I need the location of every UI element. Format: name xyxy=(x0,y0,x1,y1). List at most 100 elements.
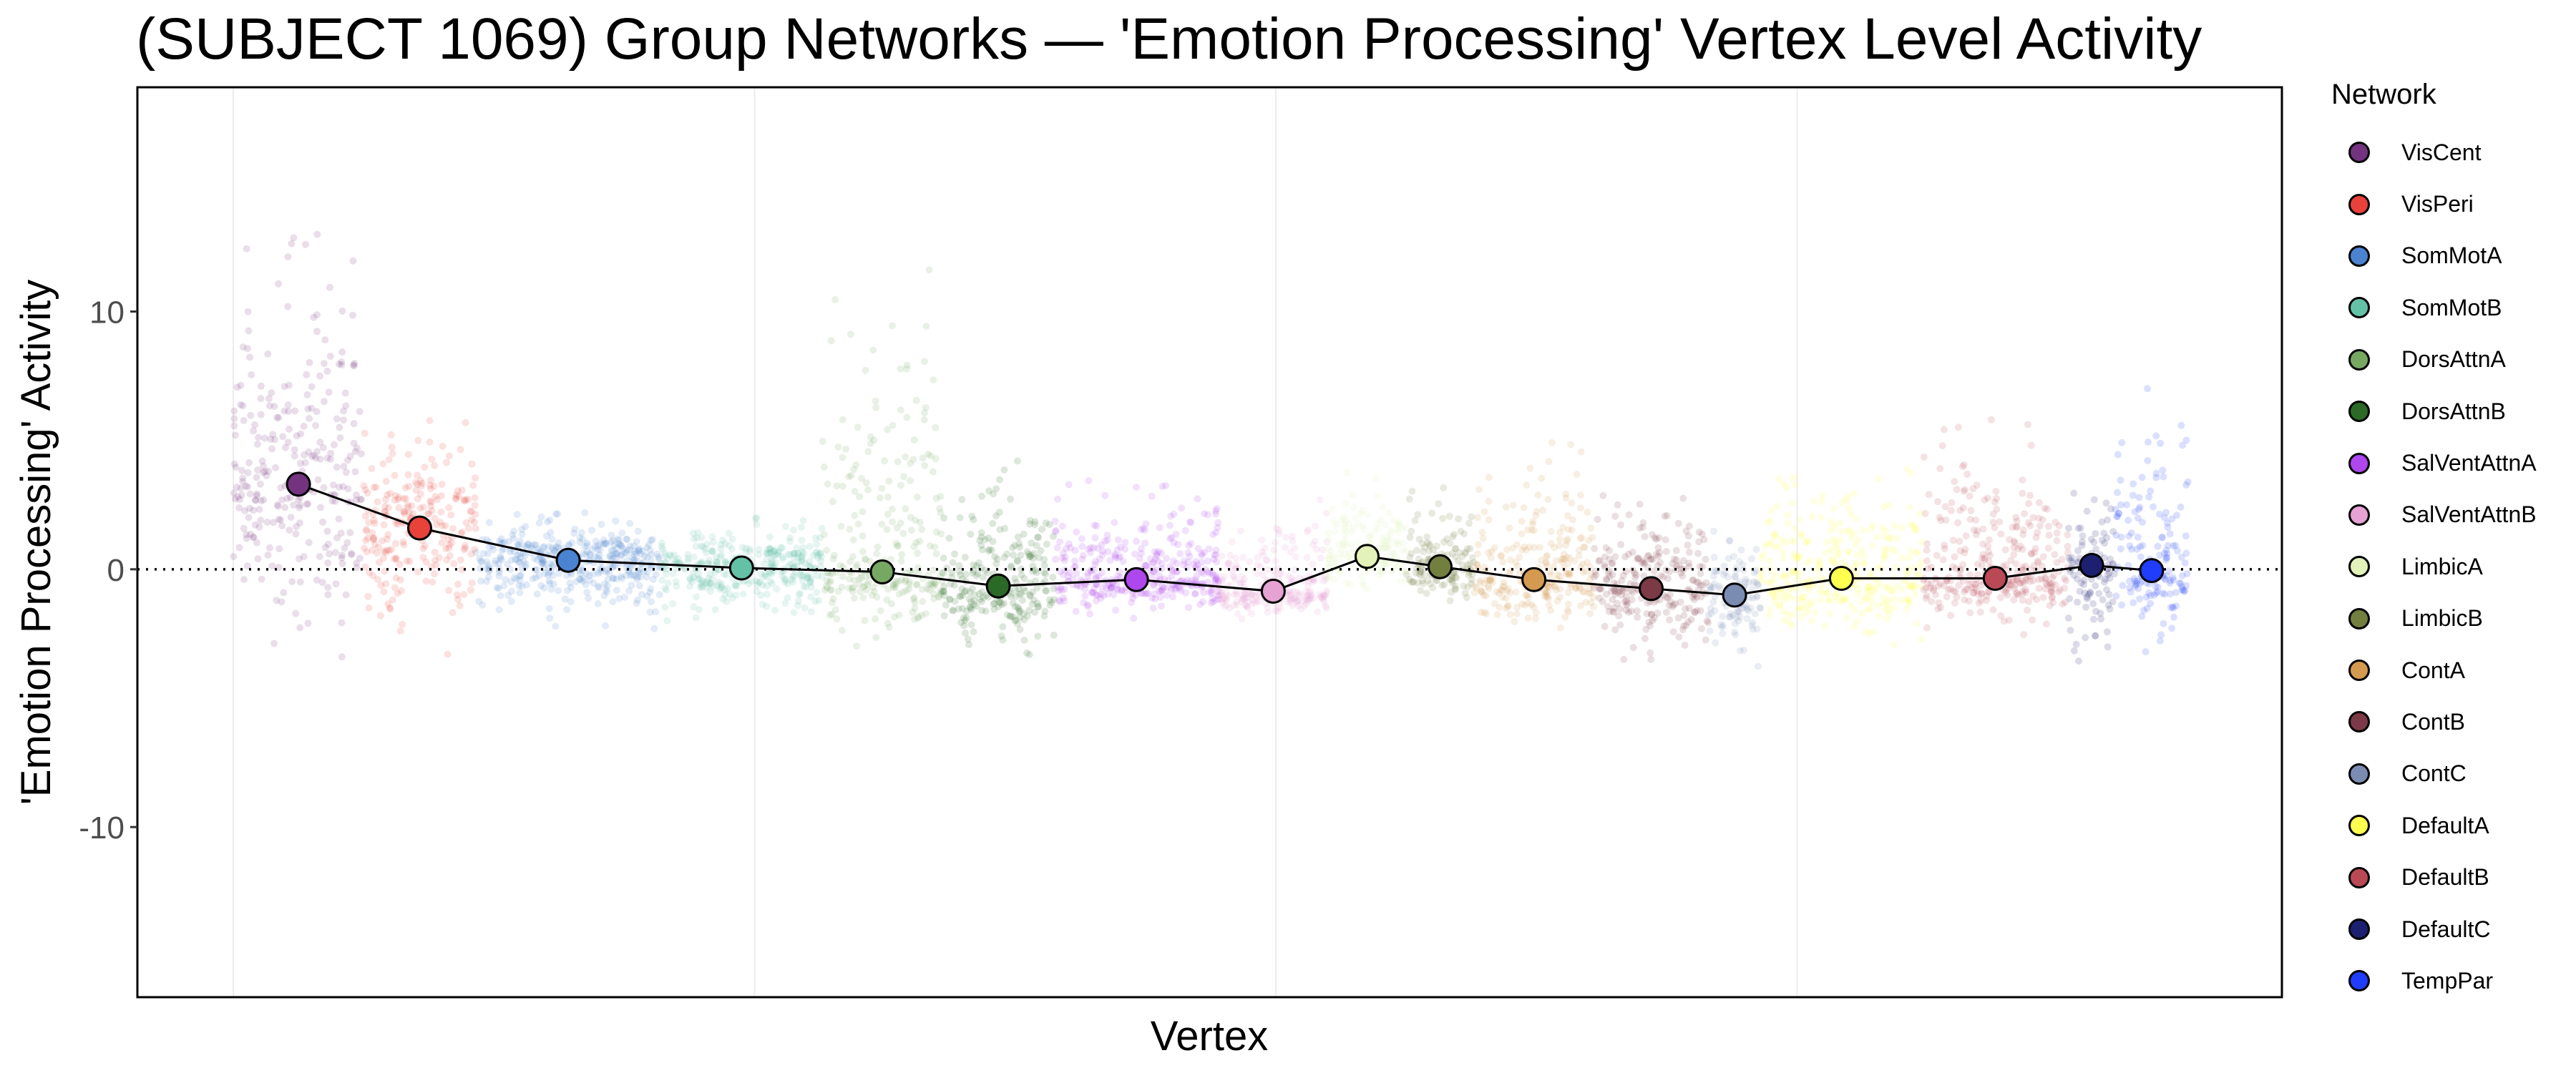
vertex-point xyxy=(985,546,993,554)
vertex-point xyxy=(967,621,975,629)
vertex-point xyxy=(2076,587,2084,595)
vertex-point xyxy=(1291,544,1299,552)
vertex-point xyxy=(646,547,654,554)
vertex-point xyxy=(1496,604,1503,611)
vertex-point xyxy=(1405,576,1413,584)
vertex-point xyxy=(1923,624,1931,632)
vertex-point xyxy=(385,456,393,464)
vertex-point xyxy=(2090,496,2098,504)
vertex-point xyxy=(1680,612,1688,619)
vertex-point xyxy=(1011,603,1019,611)
vertex-point xyxy=(1117,543,1125,551)
vertex-point xyxy=(469,481,477,489)
vertex-point xyxy=(270,640,278,647)
vertex-point xyxy=(1330,552,1337,560)
vertex-point xyxy=(634,573,642,581)
vertex-point xyxy=(1886,534,1894,542)
vertex-point xyxy=(721,540,729,548)
vertex-point xyxy=(2162,576,2170,584)
vertex-point xyxy=(1832,590,1840,598)
vertex-point xyxy=(431,570,439,578)
vertex-point xyxy=(296,519,303,526)
vertex-point xyxy=(1173,559,1181,567)
vertex-point xyxy=(1030,549,1038,557)
vertex-point xyxy=(2089,615,2097,623)
network-points-LimbicB xyxy=(1402,484,1478,604)
vertex-point xyxy=(1845,504,1853,511)
vertex-point xyxy=(1734,607,1742,615)
vertex-point xyxy=(774,551,782,559)
vertex-point xyxy=(1323,538,1330,546)
vertex-point xyxy=(819,437,826,445)
vertex-point xyxy=(445,452,453,460)
vertex-point xyxy=(1069,575,1077,583)
vertex-point xyxy=(967,604,975,612)
vertex-point xyxy=(753,581,761,589)
vertex-point xyxy=(906,578,913,586)
vertex-point xyxy=(1625,608,1633,616)
vertex-point xyxy=(1634,613,1641,621)
vertex-point xyxy=(897,519,904,527)
vertex-point xyxy=(261,468,269,476)
vertex-point xyxy=(363,527,371,535)
vertex-point xyxy=(1008,562,1015,570)
vertex-point xyxy=(1211,575,1219,583)
vertex-point xyxy=(1853,617,1861,624)
vertex-point xyxy=(257,516,265,524)
vertex-point xyxy=(2178,586,2186,594)
vertex-point xyxy=(1870,587,1878,595)
vertex-point xyxy=(1821,622,1828,629)
vertex-point xyxy=(1150,580,1158,588)
vertex-point xyxy=(789,560,796,568)
vertex-point xyxy=(1025,553,1033,561)
vertex-point xyxy=(1703,617,1711,625)
vertex-point xyxy=(618,551,625,559)
vertex-point xyxy=(1724,573,1732,581)
vertex-point xyxy=(2112,592,2120,600)
vertex-point xyxy=(1951,478,1958,486)
vertex-point xyxy=(2142,648,2150,656)
vertex-point xyxy=(1232,590,1240,598)
vertex-point xyxy=(693,534,701,542)
vertex-point xyxy=(1055,597,1063,604)
vertex-point xyxy=(1311,537,1319,545)
vertex-point xyxy=(388,546,395,553)
vertex-point xyxy=(1791,524,1799,532)
vertex-point xyxy=(1679,494,1687,502)
vertex-point xyxy=(923,585,931,593)
vertex-point xyxy=(948,569,956,577)
vertex-point xyxy=(1844,547,1852,555)
vertex-point xyxy=(1435,500,1443,508)
mean-point-DefaultB xyxy=(1982,565,2008,591)
vertex-point xyxy=(2129,480,2137,488)
vertex-point xyxy=(1043,587,1050,594)
vertex-point xyxy=(1684,542,1692,549)
vertex-point xyxy=(1174,541,1182,549)
vertex-point xyxy=(391,584,399,592)
vertex-point xyxy=(1485,576,1493,584)
vertex-point xyxy=(1418,566,1425,573)
vertex-point xyxy=(1211,551,1219,559)
vertex-point xyxy=(2072,640,2080,648)
vertex-point xyxy=(2114,451,2122,459)
vertex-point xyxy=(1157,587,1165,595)
mean-point-SomMotA xyxy=(555,547,581,573)
vertex-point xyxy=(790,549,798,557)
vertex-point xyxy=(2109,528,2117,536)
vertex-point xyxy=(470,518,478,526)
vertex-point xyxy=(1018,565,1025,573)
vertex-point xyxy=(2087,589,2094,597)
vertex-point xyxy=(455,492,463,500)
vertex-point xyxy=(618,574,625,582)
vertex-point xyxy=(897,557,905,565)
vertex-point xyxy=(2145,589,2153,597)
mean-point-VisPeri xyxy=(406,515,432,541)
vertex-point xyxy=(257,382,265,390)
vertex-point xyxy=(1807,601,1815,609)
vertex-point xyxy=(1536,544,1543,552)
vertex-point xyxy=(547,567,555,575)
vertex-point xyxy=(270,519,278,526)
vertex-point xyxy=(590,570,597,578)
vertex-point xyxy=(439,442,447,450)
vertex-point xyxy=(394,520,402,528)
